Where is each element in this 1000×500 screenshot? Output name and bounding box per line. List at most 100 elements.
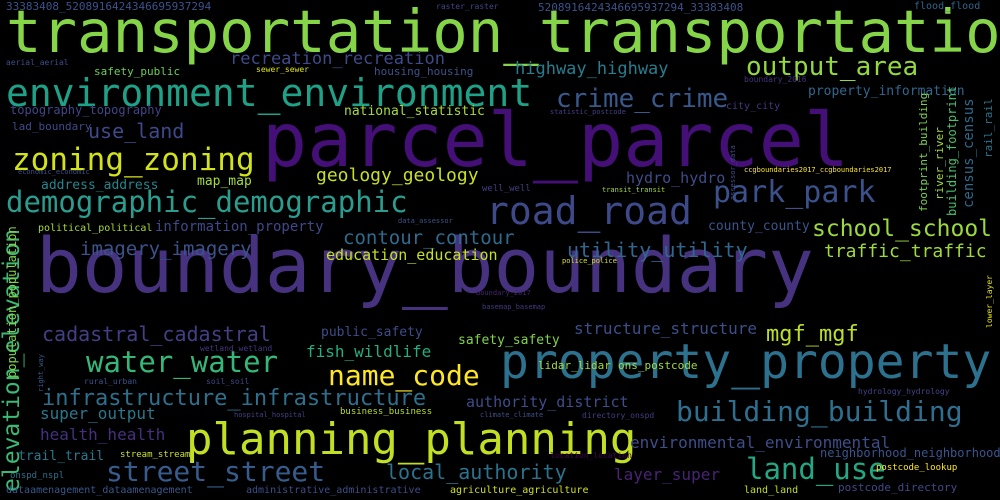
word-information-property: information_property <box>155 219 324 235</box>
word-dataamenagement-dataamenagement: dataamenagement_dataamenagement <box>6 485 193 496</box>
word-city-city: city_city <box>726 101 781 112</box>
word-topography-topography: topography_topography <box>10 103 162 117</box>
word-neighborhood-neighborhood: neighborhood_neighborhood <box>820 446 1000 460</box>
word-census-census: census_census <box>961 98 977 208</box>
word-trail-trail: trail_trail <box>18 449 105 464</box>
word-environment-environment: environment_environment <box>6 71 533 115</box>
word-onspd-nspl: onspd_nspl <box>10 471 65 481</box>
word-sewer-sewer: sewer_sewer <box>256 65 309 74</box>
word-ccgboundaries2017: ccgboundaries2017_ccgboundaries2017 <box>744 166 892 174</box>
word-imagery-imagery: imagery_imagery <box>80 238 252 260</box>
word-hydrology-hydrology: hydrology_hydrology <box>858 387 950 396</box>
word-contour-contour: contour_contour <box>343 227 515 249</box>
word-land-use: land_use <box>746 452 886 486</box>
word-traffic-traffic: traffic_traffic <box>824 241 987 262</box>
word-flood-flood: flood_flood <box>914 1 981 12</box>
word-transportation-transportation: transportation_transportation <box>6 0 1000 66</box>
word-authority-district: authority_district <box>466 393 629 411</box>
word-building-footprint: building_footprint <box>945 85 959 216</box>
word-postcode-lookup: postcode_lookup <box>876 463 958 473</box>
word-lidar-lidar: lidar_lidar <box>538 359 611 372</box>
word-stream-stream: stream_stream <box>120 450 191 460</box>
word-cadastral-cadastral: cadastral_cadastral <box>42 322 271 346</box>
word-mgf-mgf: mgf_mgf <box>766 322 859 347</box>
word-park-park: park_park <box>713 175 876 210</box>
word-police-police: police_police <box>562 257 617 265</box>
word-footprint-building: footprint_building <box>917 92 930 212</box>
word-boundary-2016: boundary_2016 <box>744 75 807 84</box>
word-ons-postcode: ons_postcode <box>618 359 698 372</box>
word-hydro-hydro: hydro_hydro <box>626 169 726 187</box>
word-agriculture-agriculture: agriculture_agriculture <box>450 485 589 496</box>
word-zoning-zoning: zoning_zoning <box>12 142 255 178</box>
word-assessor-data: assessor_data <box>729 145 737 200</box>
word-land-land: land_land <box>744 485 799 496</box>
word-address-address: address_address <box>41 178 159 193</box>
word-population-population: population_population <box>5 226 19 378</box>
word-geology-geology: geology_geology <box>316 165 479 186</box>
word-hospital-hospital: hospital_hospital <box>234 411 306 419</box>
word-national-statistic: national_statistic <box>344 104 485 119</box>
word-business-business: business_business <box>340 407 433 417</box>
word-map-map: map_map <box>197 174 252 189</box>
word-output-area: output_area <box>746 52 919 82</box>
word-housing-housing: housing_housing <box>374 65 474 78</box>
word-transit-transit: transit_transit <box>602 186 666 194</box>
word-property-information: property_information <box>808 84 965 99</box>
word-aerial-aerial: aerial_aerial <box>6 58 69 67</box>
word-lad-boundary: lad_boundary <box>12 120 92 133</box>
word-boundary-2017: boundary_2017 <box>476 289 531 297</box>
word-road-road: road_road <box>486 189 692 233</box>
word-postcode-directory: postcode_directory <box>838 481 958 494</box>
word-demographic-demographic: demographic_demographic <box>6 185 408 219</box>
word-economic-economic: economic_economic <box>18 168 90 176</box>
word-data-assessor: data_assessor <box>398 217 453 225</box>
word-super-output: super_output <box>40 404 156 423</box>
word-public-safety: public_safety <box>321 325 423 340</box>
word-5208916424346695937294-33383408: 5208916424346695937294_33383408 <box>538 1 744 14</box>
word-safety-public: safety_public <box>94 65 181 78</box>
word-name-code: name_code <box>328 359 480 392</box>
word-directory-onspd: directory_onspd <box>582 411 655 420</box>
word-lower-layer: lower_layer <box>985 275 994 328</box>
word-planning-planning: planning_planning <box>186 414 637 465</box>
word-parcel-parcel: parcel_parcel <box>262 96 849 184</box>
word-well-well: well_well <box>482 184 531 194</box>
word-property-property: property_property <box>500 334 992 390</box>
word-boundary-boundary: boundary_boundary <box>36 221 814 310</box>
word-river-river: river_river <box>933 127 946 200</box>
word-right-way: right_way <box>37 354 45 392</box>
word-water-water: water_water <box>86 345 279 379</box>
word-building-building: building_building <box>676 395 963 428</box>
word-recreation-recreation: recreation_recreation <box>230 49 445 69</box>
word-soil-soil: soil_soil <box>206 377 250 386</box>
word-infrastructure-infrastructure: infrastructure_infrastructure <box>42 386 427 411</box>
word-street-street: street_street <box>106 455 326 488</box>
word-climate-climate: climate_climate <box>480 411 544 419</box>
word-environmental-environmental: environmental_environmental <box>630 433 891 452</box>
word-use-land: use_land <box>88 119 185 143</box>
word-political-political: political_political <box>38 223 153 234</box>
word-rail-rail: rail_rail <box>982 98 995 158</box>
word-utility-utility: utility_utility <box>567 238 748 262</box>
word-highway-highway: highway_highway <box>515 59 669 79</box>
word-crime-crime: crime_crime <box>556 84 729 114</box>
word-school-school: school_school <box>812 216 993 242</box>
word-rural-urban: rural_urban <box>84 377 137 386</box>
word-location-location: location_location <box>550 451 632 460</box>
word-layer-super: layer_super <box>614 465 720 484</box>
word-local-authority: local_authority <box>386 460 567 484</box>
word-administrative-administrative: administrative_administrative <box>246 485 421 496</box>
word-raster-raster: raster_raster <box>436 2 499 11</box>
word-education-education: education_education <box>326 246 498 264</box>
word-health-health: health_health <box>40 425 166 444</box>
word-safety-safety: safety_safety <box>458 333 560 348</box>
word-county-county: county_county <box>708 219 810 234</box>
word-statistic-postcode: statistic_postcode <box>550 108 626 116</box>
word-fish-wildlife: fish_wildlife <box>306 342 432 361</box>
word-basemap-basemap: basemap_basemap <box>482 303 546 311</box>
word-structure-structure: structure_structure <box>574 319 758 338</box>
word-33383408-5208916424346695937294: 33383408_5208916424346695937294 <box>6 0 212 13</box>
word-wetland-wetland: wetland_wetland <box>200 344 273 353</box>
